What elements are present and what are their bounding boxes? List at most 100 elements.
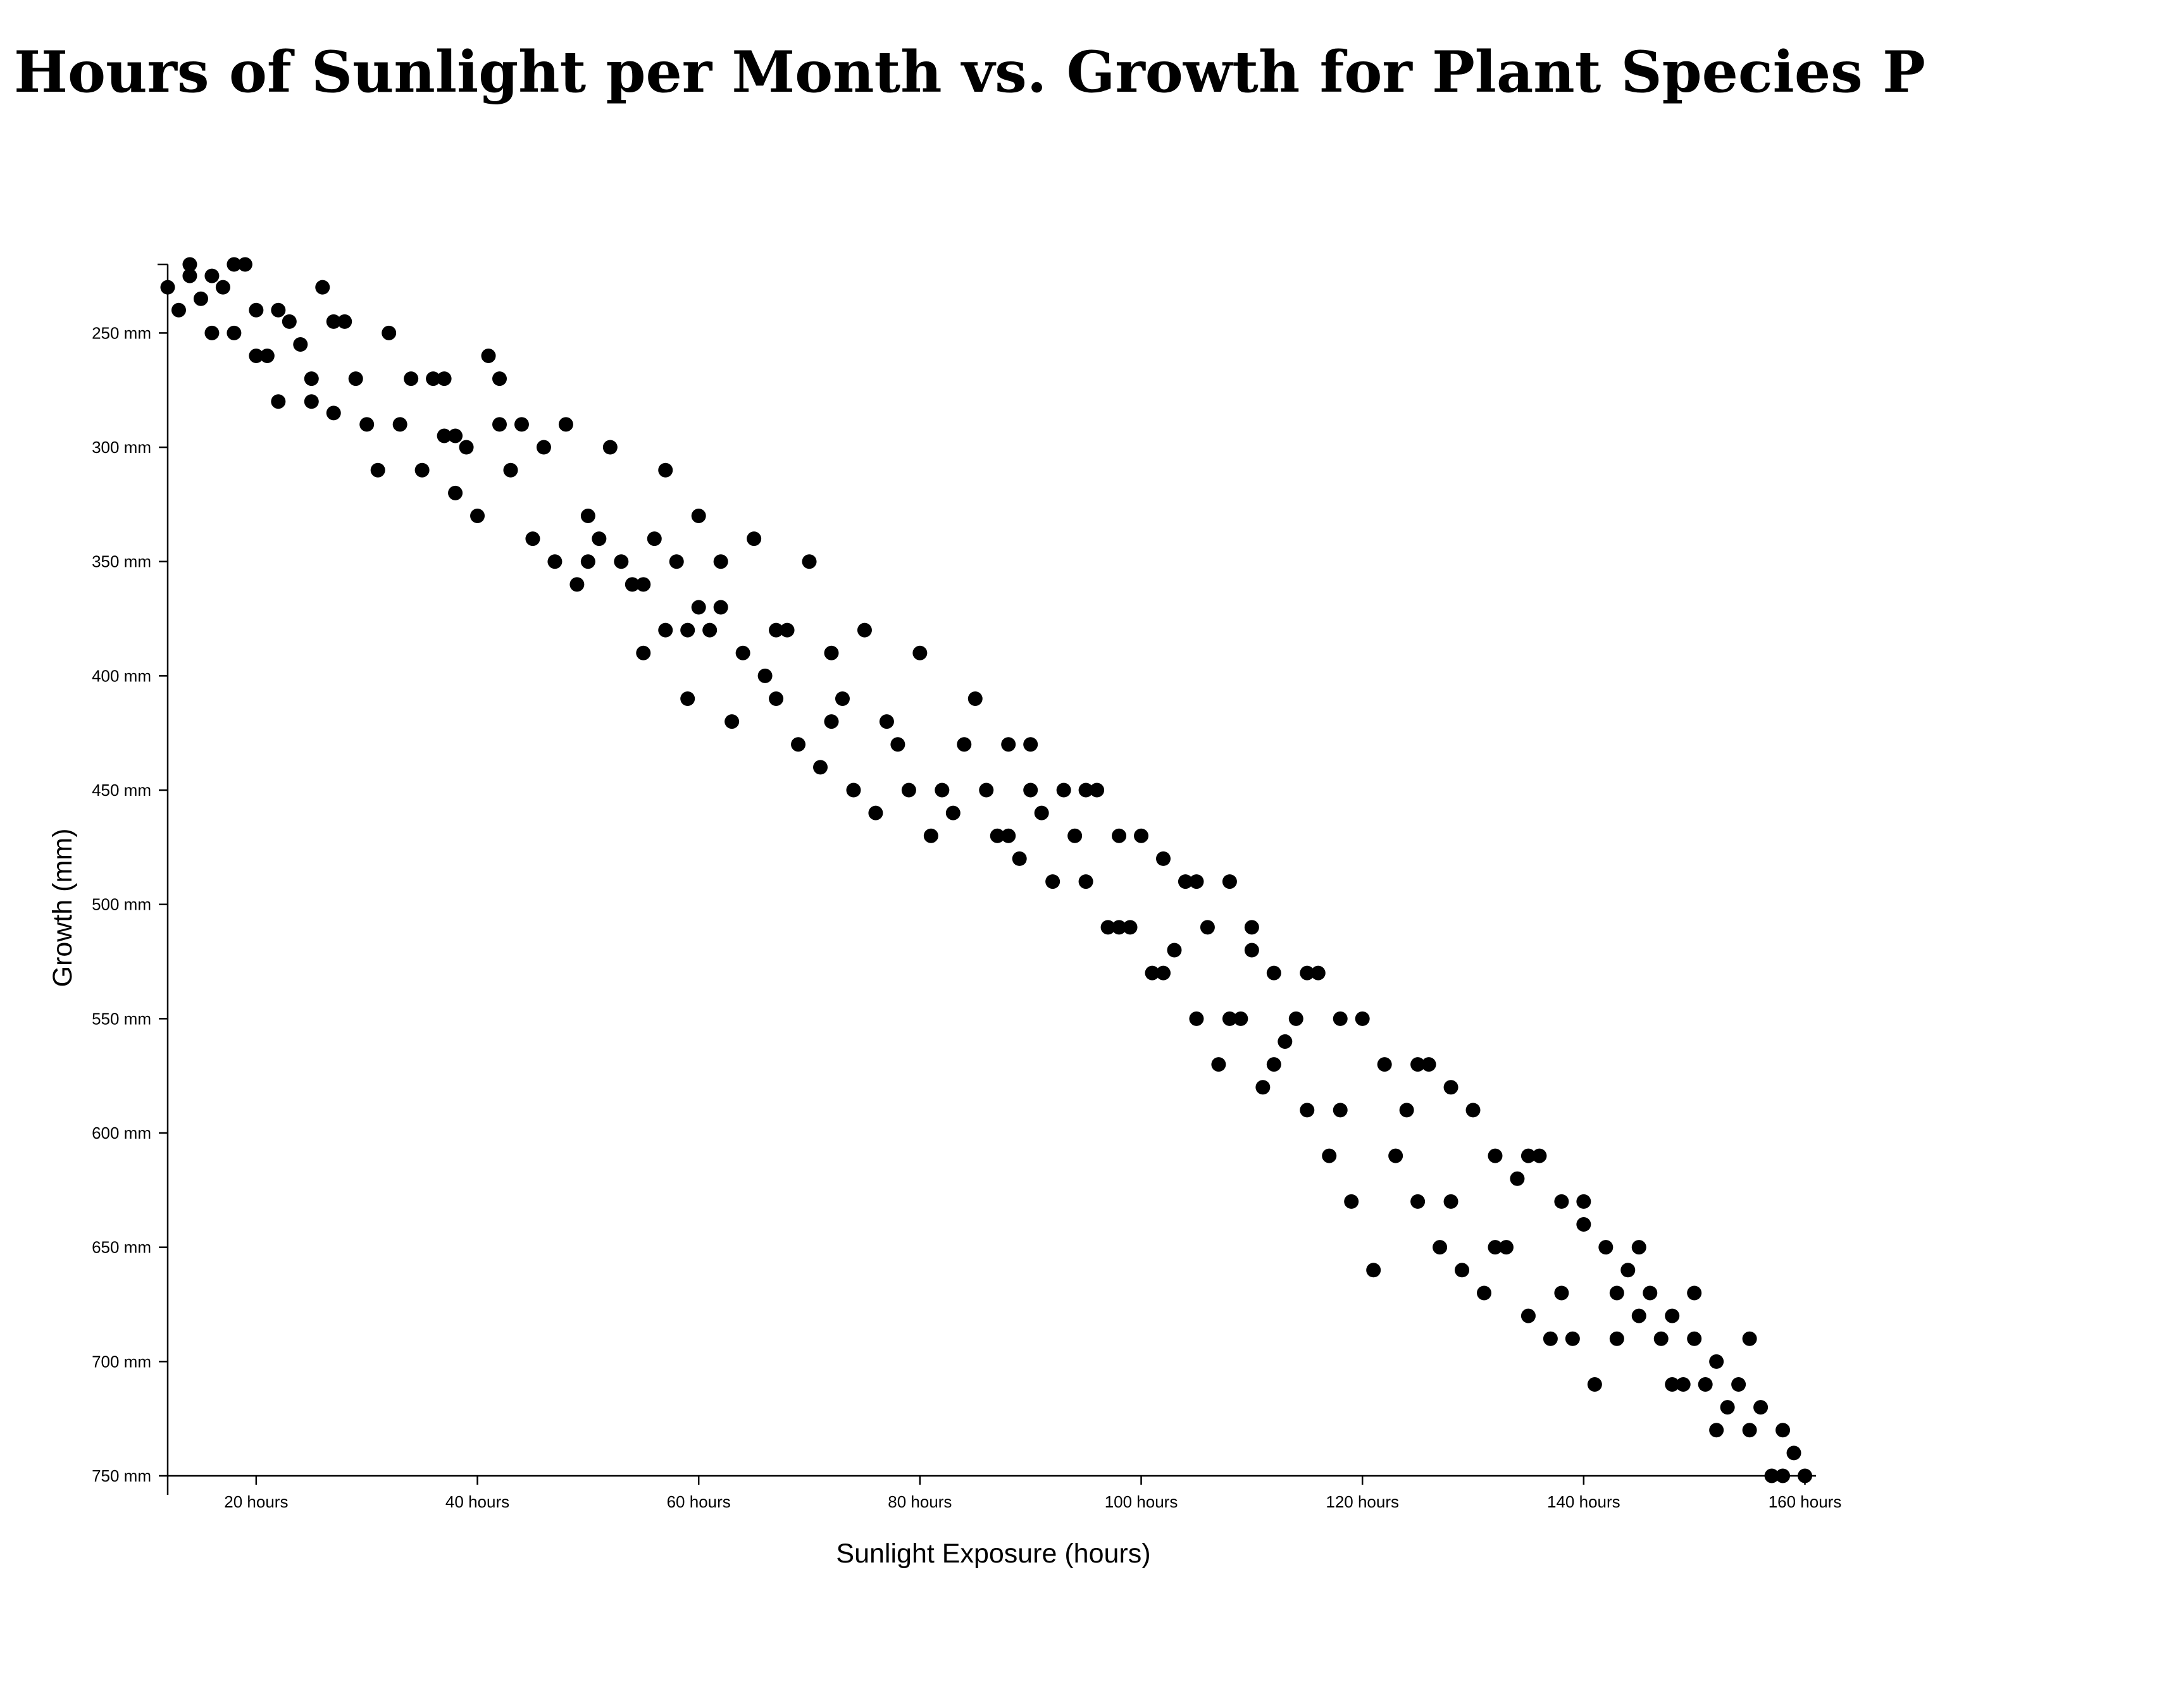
data-point <box>1288 1011 1303 1026</box>
data-point <box>1045 874 1060 889</box>
data-point <box>1001 737 1016 752</box>
y-tick-label: 750 mm <box>92 1466 151 1485</box>
data-point <box>835 691 850 707</box>
data-point <box>492 417 507 432</box>
data-point <box>713 554 728 569</box>
data-point <box>1421 1057 1436 1072</box>
data-point <box>1222 1011 1237 1026</box>
data-point <box>348 371 363 387</box>
data-point <box>636 645 651 660</box>
data-point <box>1587 1377 1602 1392</box>
data-point <box>259 349 275 364</box>
data-point <box>1377 1057 1392 1072</box>
data-point <box>1543 1331 1558 1346</box>
data-point <box>769 691 784 707</box>
data-point <box>514 417 529 432</box>
data-point <box>160 280 175 295</box>
data-point <box>625 577 640 592</box>
data-point <box>1520 1148 1536 1163</box>
data-point <box>979 783 994 798</box>
data-point <box>1189 874 1204 889</box>
data-point <box>304 394 319 409</box>
data-point <box>580 554 595 569</box>
data-point <box>1155 965 1171 981</box>
data-point <box>614 554 629 569</box>
x-tick-label: 120 hours <box>1326 1492 1399 1511</box>
data-point <box>536 440 551 455</box>
data-point <box>1278 1034 1293 1049</box>
data-point <box>757 668 773 683</box>
data-point <box>1023 783 1038 798</box>
data-point <box>249 302 264 318</box>
data-point <box>227 257 242 272</box>
y-tick-label: 500 mm <box>92 895 151 914</box>
data-point <box>602 440 618 455</box>
data-point <box>1012 851 1027 866</box>
data-point <box>1443 1080 1458 1095</box>
data-point <box>1078 783 1093 798</box>
data-point <box>304 371 319 387</box>
data-point <box>1222 874 1237 889</box>
data-point <box>1344 1194 1359 1209</box>
y-tick-label: 650 mm <box>92 1238 151 1257</box>
data-point <box>1145 965 1160 981</box>
data-point <box>1023 737 1038 752</box>
data-point <box>1775 1468 1791 1483</box>
x-tick-label: 40 hours <box>445 1492 509 1511</box>
data-point <box>1233 1011 1248 1026</box>
data-point <box>392 417 407 432</box>
data-point <box>879 714 894 729</box>
data-point <box>1034 805 1049 820</box>
x-tick-label: 80 hours <box>888 1492 952 1511</box>
data-point <box>901 783 916 798</box>
data-point <box>481 349 496 364</box>
data-point <box>426 371 441 387</box>
x-tick-label: 100 hours <box>1105 1492 1178 1511</box>
data-point <box>636 577 651 592</box>
data-point <box>1665 1308 1680 1323</box>
data-point <box>1399 1103 1414 1118</box>
data-point <box>271 394 286 409</box>
data-point <box>1510 1171 1525 1186</box>
data-point <box>680 622 695 638</box>
y-tick-label: 450 mm <box>92 781 151 800</box>
data-point <box>1333 1103 1348 1118</box>
data-point <box>912 645 928 660</box>
data-point <box>791 737 806 752</box>
data-point <box>182 257 197 272</box>
data-point <box>1200 920 1215 935</box>
data-point <box>1742 1423 1757 1438</box>
data-point <box>1786 1445 1801 1461</box>
data-point <box>470 508 485 523</box>
data-point <box>580 508 595 523</box>
y-tick-label: 400 mm <box>92 666 151 685</box>
data-point <box>1775 1423 1791 1438</box>
data-points <box>160 257 1813 1483</box>
data-point <box>1167 943 1182 958</box>
data-point <box>1609 1331 1624 1346</box>
data-point <box>1300 1103 1315 1118</box>
x-axis-ticks: 20 hours 40 hours 60 hours 80 hours 100 hour… <box>224 1476 1841 1511</box>
data-point <box>1310 965 1326 981</box>
data-point <box>326 314 341 329</box>
data-point <box>182 268 197 283</box>
data-point <box>1709 1423 1724 1438</box>
data-point <box>1244 943 1259 958</box>
data-point <box>1520 1308 1536 1323</box>
data-point <box>569 577 585 592</box>
data-point <box>846 783 861 798</box>
y-axis-ticks: 250 mm 300 mm 350 mm 400 mm 450 mm 500 mm 550 … <box>92 323 168 1485</box>
data-point <box>293 337 308 352</box>
data-point <box>315 280 330 295</box>
data-point <box>1565 1331 1580 1346</box>
data-point <box>1620 1263 1636 1278</box>
data-point <box>1753 1400 1769 1415</box>
data-point <box>1532 1148 1547 1163</box>
data-point <box>1488 1148 1503 1163</box>
data-point <box>193 291 208 306</box>
data-point <box>1155 851 1171 866</box>
data-point <box>680 691 695 707</box>
data-point <box>1090 783 1105 798</box>
data-point <box>945 805 961 820</box>
data-point <box>204 325 220 340</box>
